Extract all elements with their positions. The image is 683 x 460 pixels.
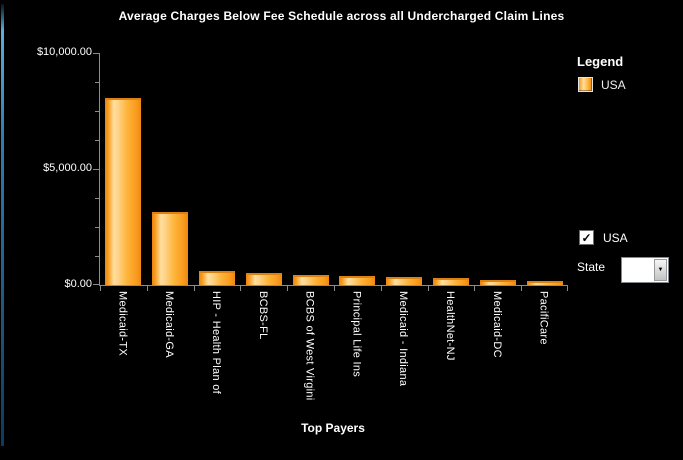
x-label-cell: PacifiCare: [520, 291, 567, 429]
usa-checkbox-label: USA: [603, 230, 628, 245]
x-label-cell: HIP - Health Plan of: [193, 291, 240, 429]
x-axis-tick: [240, 286, 242, 291]
x-axis-tick: [146, 286, 148, 291]
x-axis-tick: [521, 286, 523, 291]
x-axis-tick: [193, 286, 195, 291]
y-minor-tick: [95, 111, 100, 112]
x-axis-label: Medicaid-TX: [116, 291, 129, 357]
x-label-cell: HealthNet-NJ: [427, 291, 474, 429]
window-edge-accent: [1, 4, 4, 446]
legend-item-label: USA: [601, 77, 626, 92]
x-label-cell: Medicaid-TX: [99, 291, 146, 429]
usa-checkbox-row: ✓ USA: [579, 230, 628, 245]
state-dropdown-label: State: [577, 260, 606, 274]
x-axis-label: Principal Life Ins: [350, 291, 363, 378]
bar-BCBS-FL[interactable]: [245, 273, 282, 285]
x-axis-label: BCBS-FL: [256, 291, 269, 340]
legend-title: Legend: [577, 54, 624, 69]
x-axis-tick: [334, 286, 335, 291]
bar-slot: [240, 53, 287, 285]
bar-Medicaid-GA[interactable]: [152, 211, 189, 285]
x-axis-tick: [100, 286, 101, 291]
usa-checkbox[interactable]: ✓: [579, 230, 594, 245]
bar-Medicaid - Indiana[interactable]: [386, 276, 423, 285]
bar-PacifiCare[interactable]: [526, 280, 563, 285]
x-axis-tick: [567, 286, 568, 291]
x-axis-label: PacifiCare: [537, 291, 550, 345]
y-major-tick: [93, 284, 100, 285]
plot-area: [93, 53, 568, 291]
bar-Principal Life Ins[interactable]: [339, 275, 376, 285]
bar-slot: [521, 53, 568, 285]
x-label-cell: Medicaid-DC: [473, 291, 520, 429]
x-axis-tick: [287, 286, 289, 291]
bar-Medicaid-DC[interactable]: [479, 280, 516, 285]
y-major-tick: [93, 169, 100, 170]
state-dropdown-button[interactable]: ▼: [654, 259, 667, 281]
x-label-cell: Medicaid - Indiana: [380, 291, 427, 429]
x-axis-tick: [427, 286, 429, 291]
bar-slot: [381, 53, 428, 285]
chevron-down-icon: ▼: [657, 267, 664, 273]
bar-HIP - Health Plan of[interactable]: [198, 271, 235, 285]
x-label-cell: BCBS of West Virgini: [286, 291, 333, 429]
y-major-tick: [93, 53, 100, 54]
y-minor-tick: [95, 82, 100, 83]
legend-item-usa: USA: [578, 77, 626, 92]
x-labels: Medicaid-TX Medicaid-GA HIP - Health Plan …: [99, 291, 567, 429]
bar-slot: [147, 53, 194, 285]
checkmark-icon: ✓: [581, 230, 592, 245]
y-axis-label: $5,000.00: [43, 162, 92, 174]
x-axis-label: HIP - Health Plan of: [209, 291, 222, 395]
y-axis-label: $10,000.00: [36, 46, 92, 58]
bar-slot: [428, 53, 475, 285]
bar-slot: [100, 53, 147, 285]
bar-Medicaid-TX[interactable]: [105, 98, 142, 285]
x-axis-tick: [474, 286, 476, 291]
bar-slot: [194, 53, 241, 285]
legend-swatch-icon: [578, 77, 593, 92]
bar-slot: [334, 53, 381, 285]
x-label-cell: BCBS-FL: [239, 291, 286, 429]
y-minor-tick: [95, 256, 100, 257]
x-axis-title: Top Payers: [301, 421, 365, 435]
y-minor-tick: [95, 198, 100, 199]
bar-slot: [287, 53, 334, 285]
bar-HealthNet-NJ[interactable]: [432, 278, 469, 285]
x-axis-label: HealthNet-NJ: [443, 291, 456, 361]
bar-BCBS of West Virgini[interactable]: [292, 274, 329, 285]
x-label-cell: Principal Life Ins: [333, 291, 380, 429]
x-axis-tick: [380, 286, 382, 291]
chart-title: Average Charges Below Fee Schedule acros…: [118, 9, 565, 23]
bar-slot: [474, 53, 521, 285]
x-axis-label: BCBS of West Virgini: [303, 291, 316, 401]
x-axis-label: Medicaid-GA: [163, 291, 176, 358]
state-dropdown[interactable]: ▼: [621, 257, 669, 283]
y-axis-label: $0.00: [64, 278, 92, 290]
y-minor-tick: [95, 140, 100, 141]
y-minor-tick: [95, 227, 100, 228]
x-label-cell: Medicaid-GA: [146, 291, 193, 429]
x-axis-label: Medicaid - Indiana: [397, 291, 410, 387]
x-axis-label: Medicaid-DC: [490, 291, 503, 358]
